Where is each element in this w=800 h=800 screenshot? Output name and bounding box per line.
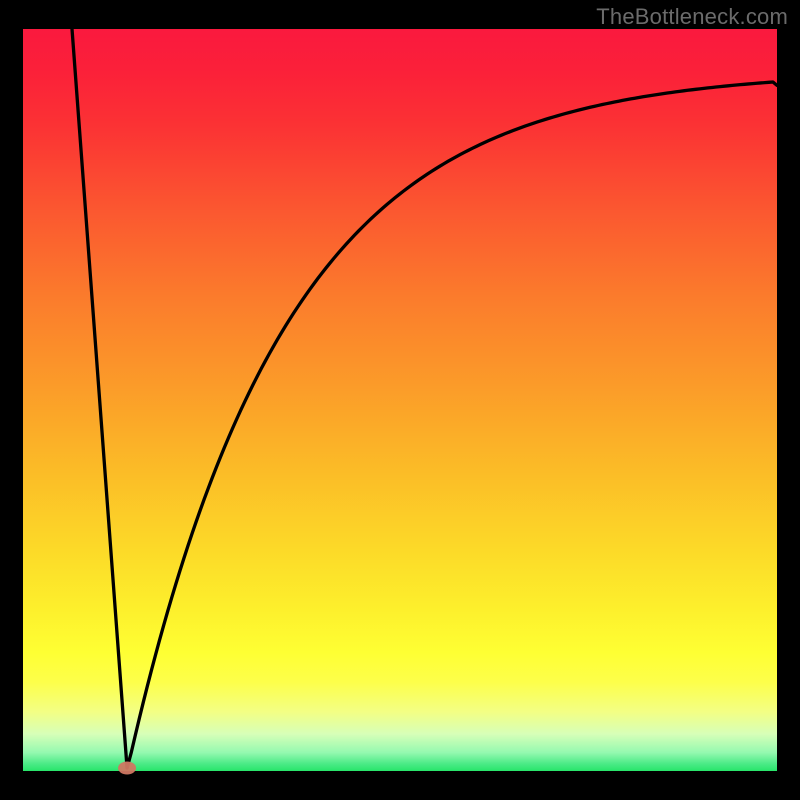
bottleneck-chart [0, 0, 800, 800]
optimal-point-marker [118, 762, 136, 775]
watermark-text: TheBottleneck.com [596, 4, 788, 30]
plot-background [23, 29, 777, 771]
